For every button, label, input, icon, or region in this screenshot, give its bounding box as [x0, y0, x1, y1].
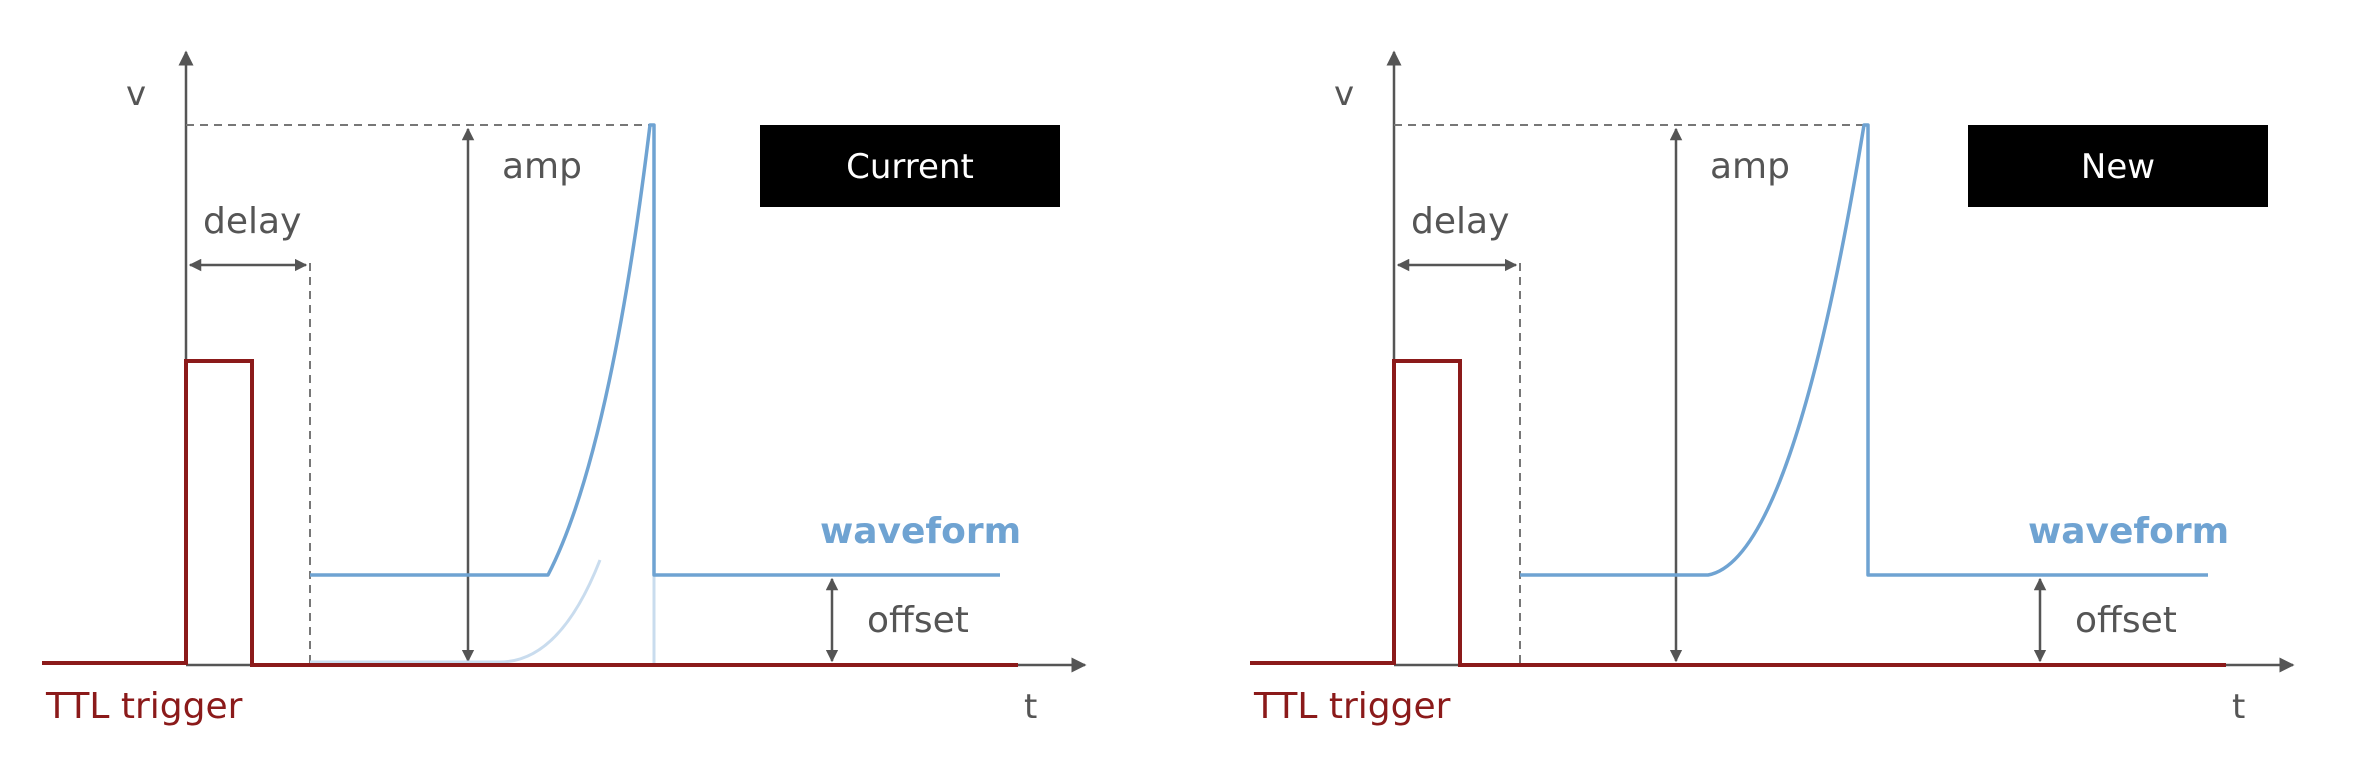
badge-current: [760, 125, 1060, 207]
offset-label: offset: [867, 600, 969, 641]
offset-label: offset: [2075, 600, 2177, 641]
badge-current-label: Current: [846, 147, 974, 187]
ttl-trigger-label: TTL trigger: [45, 686, 243, 727]
waveform-label: waveform: [820, 511, 1021, 552]
amp-label: amp: [1710, 146, 1790, 187]
x-axis-label: t: [2232, 687, 2245, 727]
delay-label: delay: [203, 201, 301, 242]
waveform-line: [1520, 123, 2208, 577]
y-axis-label: v: [126, 74, 146, 114]
waveform-label: waveform: [2028, 511, 2229, 552]
badge-new-label: New: [2081, 147, 2155, 187]
ttl-trigger-line: [42, 359, 1018, 667]
waveform-ghost: [310, 559, 602, 664]
panel-new: v t New delay amp waveform offset TTL tr…: [1250, 50, 2295, 727]
waveform-line: [310, 123, 1000, 577]
y-axis-label: v: [1334, 74, 1354, 114]
panel-current: v t Current delay amp waveform offset TT…: [42, 50, 1087, 727]
delay-label: delay: [1411, 201, 1509, 242]
ttl-trigger-line: [1250, 359, 2226, 667]
badge-new: [1968, 125, 2268, 207]
amp-label: amp: [502, 146, 582, 187]
x-axis-label: t: [1024, 687, 1037, 727]
ttl-trigger-label: TTL trigger: [1253, 686, 1451, 727]
